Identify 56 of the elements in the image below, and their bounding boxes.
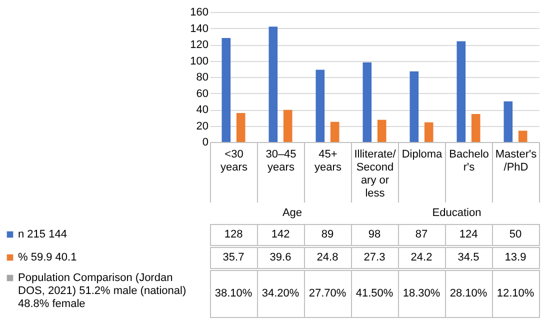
y-tick-label: 140 <box>190 22 208 35</box>
x-tick-label: 45+ years <box>314 148 342 174</box>
bar <box>518 130 528 142</box>
bar <box>410 71 419 142</box>
x-tick-label: Master's/PhD <box>495 148 538 174</box>
bar <box>377 120 386 142</box>
bar <box>222 38 231 142</box>
bar <box>456 41 466 142</box>
y-tick-label: 80 <box>196 72 208 84</box>
y-tick-label: 100 <box>190 55 208 68</box>
bar <box>316 70 325 142</box>
data-label: 124 <box>459 228 478 240</box>
x-tick-label: Bachelor's <box>449 148 489 174</box>
y-tick-label: 0 <box>202 136 208 148</box>
bar <box>330 122 340 142</box>
y-tick-label: 160 <box>190 6 208 18</box>
text: 28.10% <box>450 288 488 300</box>
bar <box>471 114 480 142</box>
y-tick-label: 20 <box>196 120 208 132</box>
bar <box>362 62 372 142</box>
text: 34.20% <box>262 288 300 300</box>
data-label: 24.8 <box>316 252 338 264</box>
data-label: 34.5 <box>458 252 480 264</box>
bar <box>504 101 513 142</box>
data-label: 35.7 <box>222 252 244 264</box>
data-label: 27.3 <box>364 252 386 264</box>
x-tick-label: Diploma <box>402 148 444 160</box>
legend-label: % 59.9 40.1 <box>18 252 77 264</box>
text: 38.10% <box>214 288 252 300</box>
text: Age <box>282 207 302 219</box>
data-label: 98 <box>368 228 381 240</box>
data-label: 128 <box>224 228 243 240</box>
legend-label: Population Comparison (Jordan DOS, 2021) 51.2% male (national) 48.8% female <box>18 272 186 310</box>
data-label: 13.9 <box>504 252 526 264</box>
data-label: 39.6 <box>270 252 292 264</box>
data-label: 142 <box>271 228 290 240</box>
data-label: 89 <box>321 228 334 240</box>
text: 41.50% <box>356 288 394 300</box>
x-tick-label: 30–45 years <box>266 148 296 174</box>
x-tick-label: Illiterate/Secondary or less <box>354 148 397 200</box>
bar <box>424 122 434 142</box>
text: Education <box>432 207 482 219</box>
bar <box>268 26 278 142</box>
text: 12.10% <box>496 288 534 300</box>
data-label: 24.2 <box>410 252 432 264</box>
x-tick-label: <30 years <box>220 148 248 174</box>
legend-label: n 215 144 <box>18 228 67 240</box>
bar <box>283 110 292 142</box>
data-label: 87 <box>415 228 428 240</box>
data-label: 50 <box>509 228 522 240</box>
y-tick-label: 120 <box>190 39 208 51</box>
y-tick-label: 40 <box>196 104 208 116</box>
text: 27.70% <box>308 288 346 300</box>
text: 18.30% <box>402 288 440 300</box>
bar <box>236 112 246 142</box>
y-tick-label: 60 <box>196 88 208 100</box>
